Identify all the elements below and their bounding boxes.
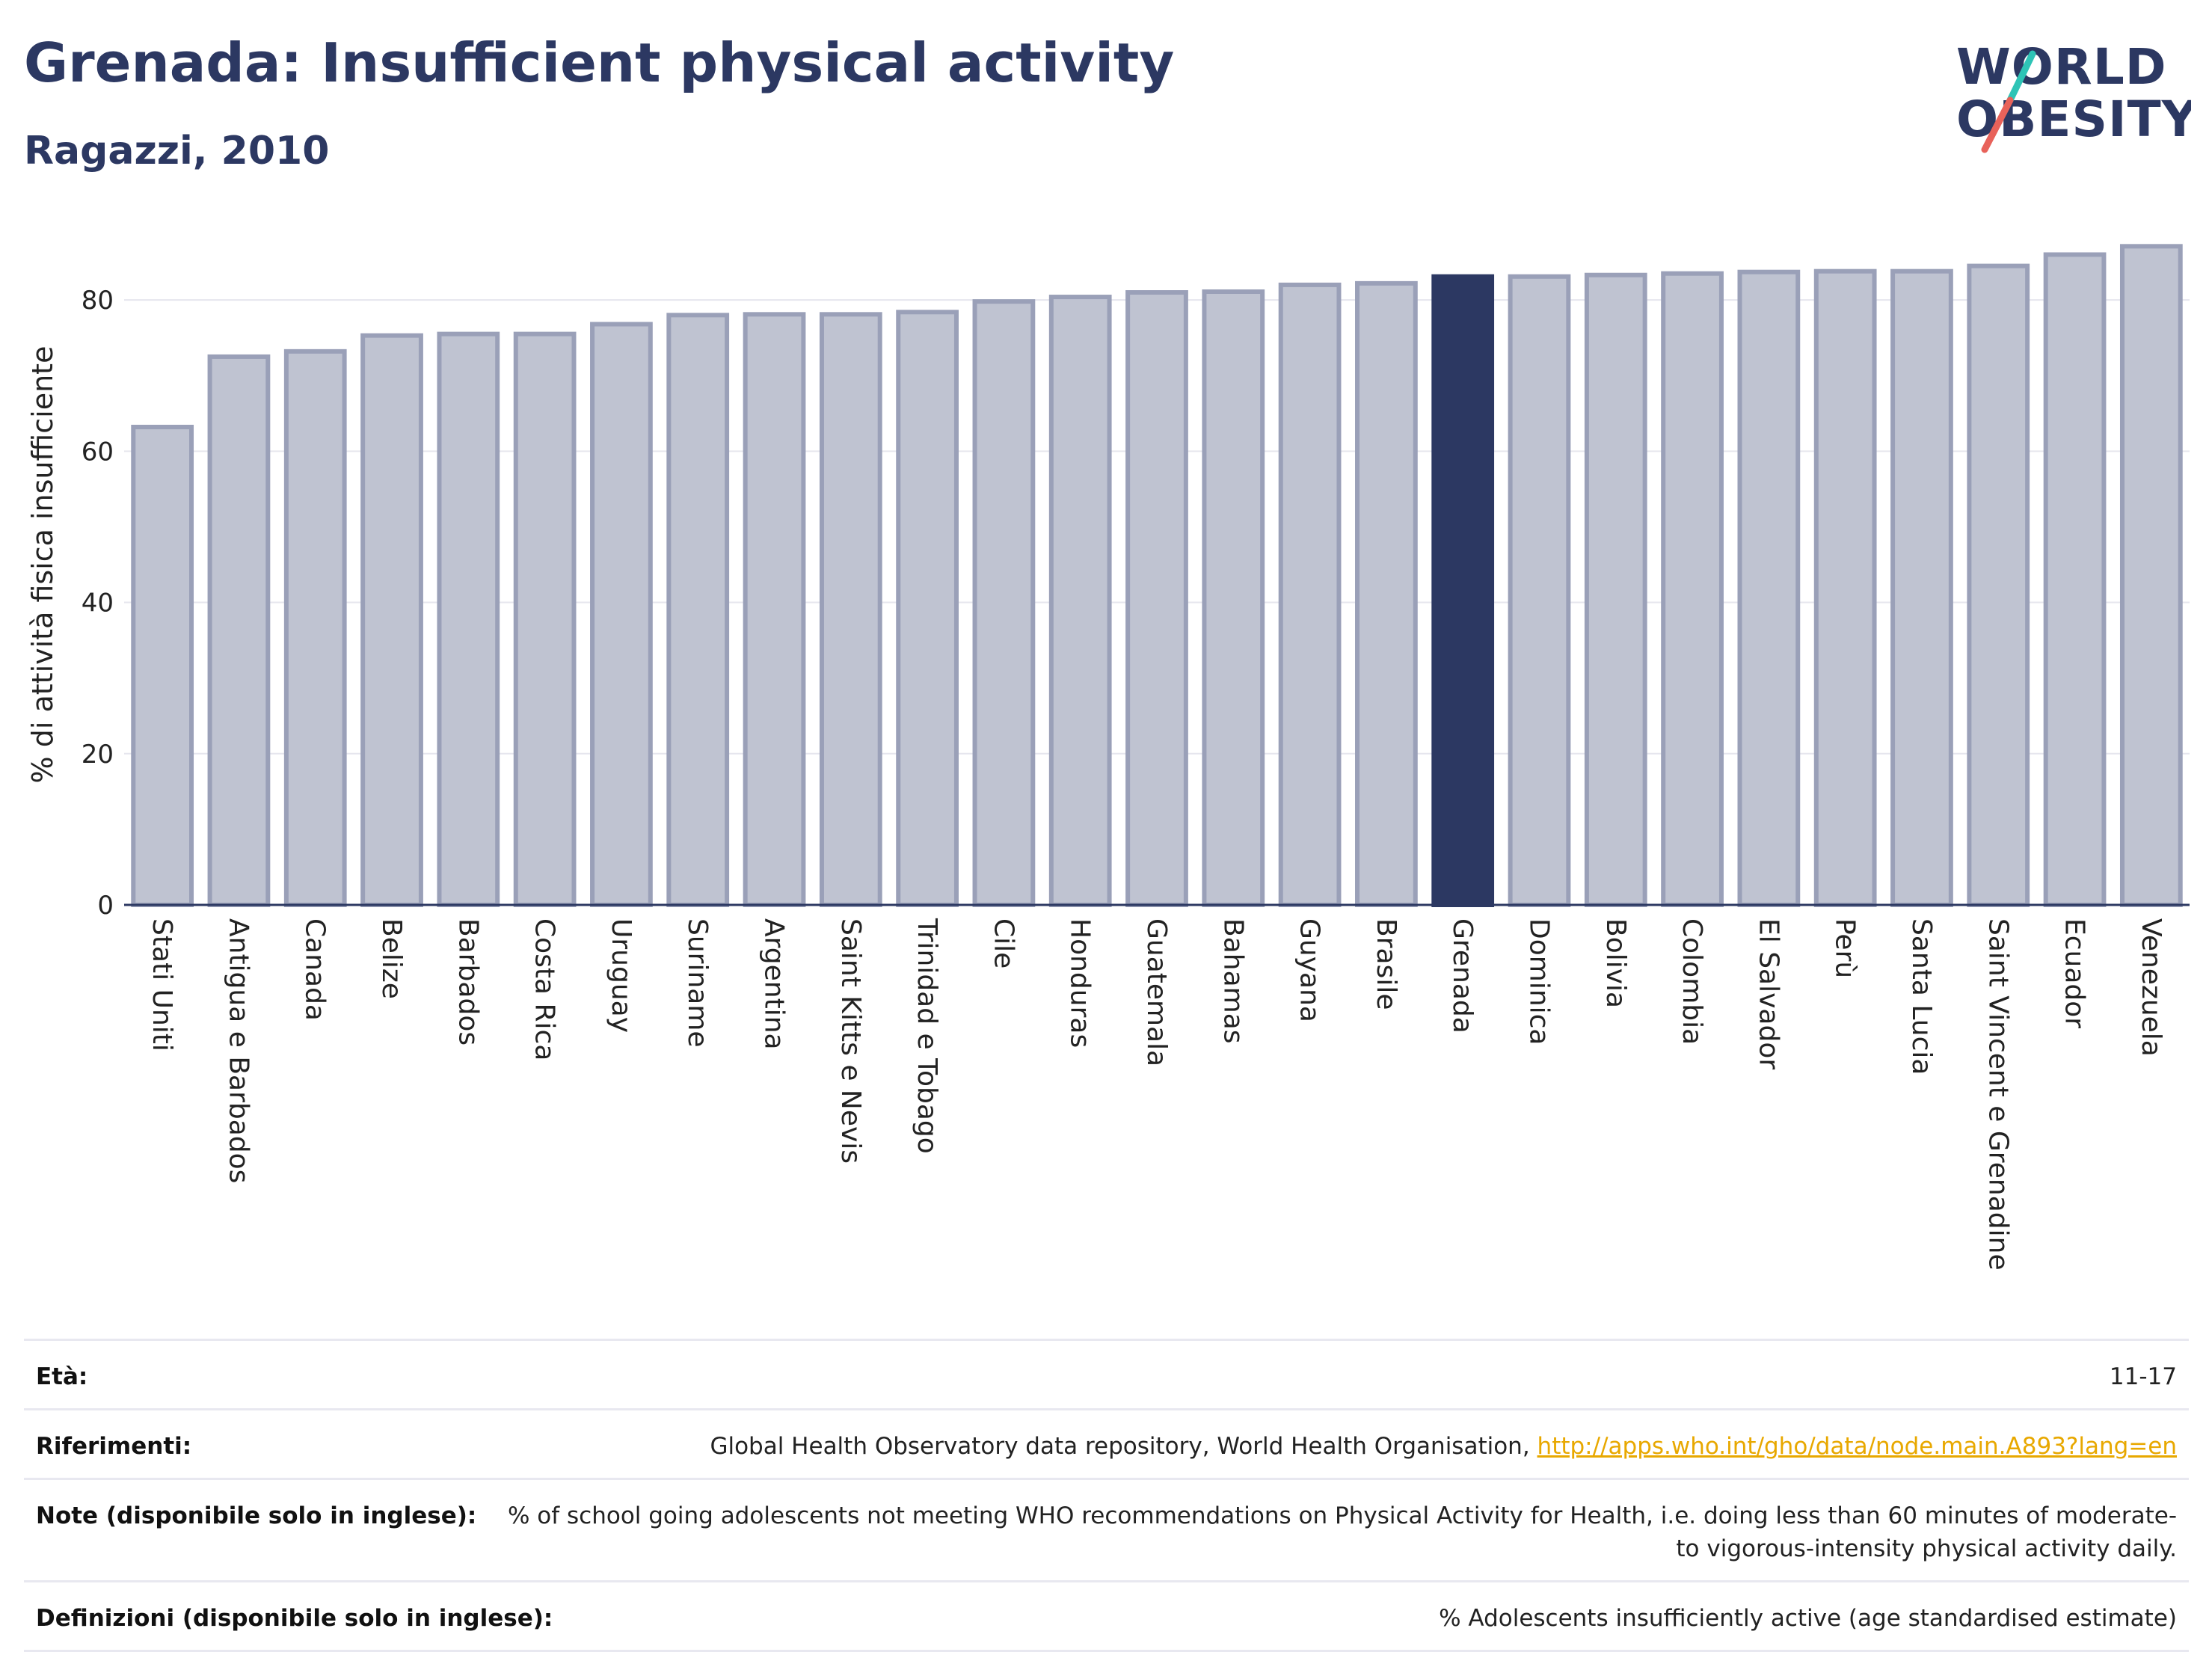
info-value: % Adolescents insufficiently active (age…	[1439, 1605, 2177, 1632]
bar	[1508, 274, 1571, 908]
x-tick-label: Brasile	[1371, 918, 1401, 1010]
info-key: Riferimenti:	[36, 1433, 192, 1460]
x-tick-label: Belize	[376, 918, 407, 999]
bar	[1890, 268, 1953, 907]
info-value: % of school going adolescents not meetin…	[507, 1502, 2177, 1562]
info-key: Definizioni (disponibile solo in inglese…	[36, 1605, 553, 1632]
bar	[1125, 290, 1188, 907]
bar	[590, 322, 653, 907]
x-tick-label: Bolivia	[1600, 918, 1631, 1008]
y-tick-label: 40	[82, 589, 114, 618]
x-tick-label: Bahamas	[1217, 918, 1248, 1044]
x-tick-label: Argentina	[759, 918, 790, 1050]
y-tick-label: 0	[97, 891, 114, 921]
bar	[896, 310, 959, 908]
x-tick-label: Honduras	[1065, 918, 1096, 1048]
world-obesity-logo: WORLD OBESITY	[1956, 38, 2191, 153]
x-tick-label: Colombia	[1677, 918, 1707, 1045]
bar	[207, 354, 271, 907]
x-tick-label: Canada	[300, 918, 331, 1021]
bar	[972, 299, 1036, 907]
reference-link[interactable]: http://apps.who.int/gho/data/node.main.A…	[1537, 1433, 2177, 1460]
x-tick-label: Saint Kitts e Nevis	[835, 918, 866, 1164]
x-tick-label: El Salvador	[1753, 918, 1784, 1069]
bar	[1584, 272, 1647, 907]
bars	[131, 244, 2183, 908]
page-subtitle: Ragazzi, 2010	[24, 129, 330, 174]
y-tick-label: 60	[82, 437, 114, 467]
bar	[437, 331, 500, 908]
x-tick-label: Perù	[1830, 918, 1861, 978]
bar	[1661, 271, 1724, 907]
logo-slash-top	[2006, 50, 2036, 104]
x-tick-label: Venezuela	[2136, 918, 2166, 1057]
bar	[1813, 268, 1877, 907]
info-key: Età:	[36, 1363, 88, 1390]
bar	[283, 348, 347, 908]
bar	[1048, 295, 1112, 908]
bar-chart: 0 20 40 60 80 Stati Uniti Antigua e Barbados C…	[26, 244, 2190, 1271]
info-value: 11-17	[2109, 1363, 2177, 1390]
logo-slash-bottom	[1981, 96, 2014, 153]
x-tick-label: Barbados	[452, 918, 483, 1045]
bar	[2119, 244, 2183, 908]
x-tick-label: Antigua e Barbados	[223, 918, 254, 1183]
x-tick-label: Santa Lucia	[1906, 918, 1937, 1075]
reference-text: Global Health Observatory data repositor…	[710, 1433, 1537, 1460]
x-tick-label: Stati Uniti	[147, 918, 177, 1051]
info-value: Global Health Observatory data repositor…	[221, 1430, 2177, 1463]
x-tick-label: Uruguay	[606, 918, 636, 1033]
y-axis-ticks: 0 20 40 60 80	[82, 286, 114, 921]
bar	[1355, 280, 1418, 908]
bar	[360, 333, 423, 907]
bar	[2043, 252, 2107, 907]
page-title: Grenada: Insufficient physical activity	[24, 31, 1175, 94]
x-tick-label: Guyana	[1294, 918, 1325, 1022]
y-tick-label: 20	[82, 740, 114, 770]
x-tick-label: Trinidad e Tobago	[912, 918, 942, 1154]
x-tick-label: Costa Rica	[529, 918, 560, 1060]
info-row-notes: Note (disponibile solo in inglese): % of…	[24, 1478, 2189, 1580]
x-tick-label: Suriname	[682, 918, 713, 1048]
x-tick-label: Cile	[988, 918, 1019, 968]
x-tick-label: Dominica	[1523, 918, 1554, 1045]
info-row-references: Riferimenti: Global Health Observatory d…	[24, 1408, 2189, 1478]
info-row-definitions: Definizioni (disponibile solo in inglese…	[24, 1580, 2189, 1652]
logo-line2: OBESITY	[1956, 90, 2191, 148]
bar	[513, 331, 577, 908]
bar	[666, 313, 730, 908]
x-tick-label: Ecuador	[2059, 918, 2090, 1028]
x-tick-label: Saint Vincent e Grenadine	[1982, 918, 2013, 1271]
x-tick-label: Grenada	[1447, 918, 1478, 1034]
y-tick-label: 80	[82, 286, 114, 316]
bar	[1737, 269, 1801, 907]
x-axis-labels: Stati Uniti Antigua e Barbados Canada Beliz…	[147, 918, 2166, 1271]
bar	[1967, 263, 2030, 908]
logo-line1: WORLD	[1956, 38, 2167, 96]
bar	[131, 424, 194, 907]
info-row-age: Età: 11-17	[24, 1339, 2189, 1408]
y-axis-label: % di attività fisica insufficiente	[26, 346, 59, 784]
bar	[1278, 282, 1342, 907]
bar-highlighted	[1431, 274, 1495, 908]
bar	[1202, 289, 1265, 907]
info-key: Note (disponibile solo in inglese):	[36, 1502, 477, 1529]
x-tick-label: Guatemala	[1141, 918, 1172, 1066]
bar	[743, 312, 806, 908]
bar	[819, 312, 882, 908]
info-table: Età: 11-17 Riferimenti: Global Health Ob…	[24, 1339, 2189, 1652]
